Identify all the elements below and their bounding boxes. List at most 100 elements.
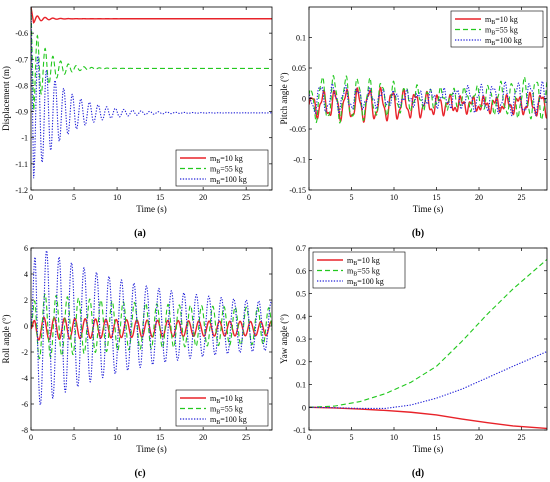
x-tick-label: 20 xyxy=(475,193,483,202)
y-tick-label: 0.4 xyxy=(296,312,306,321)
y-tick-label: -0.1 xyxy=(293,426,306,435)
y-tick-label: 0 xyxy=(302,95,306,104)
chart-panel-d: 0 5 10 15 20 25-0.100.10.20.30.40.50.60.7Time… xyxy=(279,244,548,479)
y-tick-label: -0.6 xyxy=(15,29,28,38)
x-tick-label: 5 xyxy=(350,433,354,442)
y-tick-label: -0.1 xyxy=(293,156,306,165)
y-tick-label: -0.15 xyxy=(289,186,306,195)
legend-entry-2: mB=55 kg xyxy=(210,405,243,416)
legend-entry-3: mB=100 kg xyxy=(210,175,247,186)
panel-caption: (a) xyxy=(134,228,146,239)
plot-frame xyxy=(30,247,273,431)
y-axis-label: Pitch angle (°) xyxy=(279,72,289,124)
series-line-3 xyxy=(309,351,547,409)
series-line-3 xyxy=(31,7,272,179)
y-tick-label: 4 xyxy=(24,270,28,279)
legend-entry-1: mB=10 kg xyxy=(210,394,243,405)
panel-caption: (d) xyxy=(412,468,424,479)
y-tick-label: 2 xyxy=(24,296,28,305)
y-tick-label: -0.7 xyxy=(15,55,28,64)
series-line-3 xyxy=(309,80,547,117)
x-tick-label: 20 xyxy=(475,433,483,442)
y-tick-label: -6 xyxy=(21,400,28,409)
y-tick-label: -1 xyxy=(21,134,28,143)
legend-entry-1: mB=10 kg xyxy=(210,154,243,165)
x-tick-label: 15 xyxy=(433,433,441,442)
y-tick-label: -1.2 xyxy=(15,186,28,195)
y-axis-label: Displacement (m) xyxy=(1,66,11,131)
series-line-2 xyxy=(31,7,272,111)
chart-panel-c: 0 5 10 15 20 25 -8 -6 -4 -2 0 2 4 6 Time (s) Roll angle… xyxy=(1,244,273,479)
x-tick-label: 15 xyxy=(156,433,164,442)
x-tick-label: 15 xyxy=(433,193,441,202)
x-axis-label: Time (s) xyxy=(413,444,443,454)
x-tick-label: 10 xyxy=(113,193,121,202)
x-tick-label: 10 xyxy=(390,433,398,442)
x-tick-label: 20 xyxy=(199,193,207,202)
y-tick-label: 0 xyxy=(24,322,28,331)
legend-entry-3: mB=100 kg xyxy=(485,36,522,47)
x-tick-label: 5 xyxy=(72,433,76,442)
series-line-1 xyxy=(31,7,272,24)
x-tick-label: 5 xyxy=(72,193,76,202)
x-tick-label: 0 xyxy=(29,193,33,202)
x-tick-label: 15 xyxy=(156,193,164,202)
legend-entry-2: mB=55 kg xyxy=(210,165,243,176)
legend-entry-1: mB=10 kg xyxy=(347,256,380,267)
legend-entry-3: mB=100 kg xyxy=(210,415,247,426)
series-line-2 xyxy=(309,74,547,124)
legend-entry-2: mB=55 kg xyxy=(485,26,518,37)
x-tick-label: 20 xyxy=(199,433,207,442)
y-tick-label: 0.5 xyxy=(296,290,306,299)
x-axis-label: Time (s) xyxy=(136,204,166,214)
y-tick-label: 0.1 xyxy=(296,34,306,43)
series-line-2 xyxy=(309,258,547,408)
chart-panel-b: 0 5 10 15 20 25 -0.15 -0.1 -0.05 0 0.05 0.1 Time (s)… xyxy=(279,6,548,239)
x-axis-label: Time (s) xyxy=(413,204,443,214)
panel-caption: (c) xyxy=(134,468,145,479)
x-tick-label: 10 xyxy=(113,433,121,442)
y-tick-label: 0.05 xyxy=(292,64,306,73)
x-tick-label: 10 xyxy=(390,193,398,202)
legend-entry-3: mB=100 kg xyxy=(347,277,384,288)
y-tick-label: 0.1 xyxy=(296,381,306,390)
y-tick-label: -4 xyxy=(21,374,28,383)
series-line-3 xyxy=(31,250,272,406)
y-tick-label: 6 xyxy=(24,244,28,253)
x-tick-label: 5 xyxy=(350,193,354,202)
y-axis-label: Yaw angle (°) xyxy=(279,314,289,364)
legend-entry-2: mB=55 kg xyxy=(347,267,380,278)
x-tick-label: 25 xyxy=(242,193,250,202)
x-tick-label: 0 xyxy=(307,433,311,442)
y-axis-label: Roll angle (°) xyxy=(1,314,11,363)
y-tick-label: -1.1 xyxy=(15,160,28,169)
y-tick-label: 0.3 xyxy=(296,335,306,344)
series-line-1 xyxy=(309,406,547,430)
y-tick-label: -0.05 xyxy=(289,125,306,134)
panel-caption: (b) xyxy=(412,228,424,239)
y-tick-label: -8 xyxy=(21,426,28,435)
series-line-1 xyxy=(31,316,272,341)
y-tick-label: -0.9 xyxy=(15,108,28,117)
plot-frame xyxy=(30,6,273,191)
x-tick-label: 25 xyxy=(242,433,250,442)
y-tick-label: -2 xyxy=(21,348,28,357)
legend-entry-1: mB=10 kg xyxy=(485,15,518,26)
chart-panel-a: 0 5 10 15 20 25 -1.2 -1.1 -1 -0.9 -0.8 -0.7 -0.6 Time… xyxy=(1,6,273,239)
y-tick-label: 0.6 xyxy=(296,267,306,276)
x-tick-label: 0 xyxy=(29,433,33,442)
x-tick-label: 0 xyxy=(307,193,311,202)
y-tick-label: 0.2 xyxy=(296,358,306,367)
x-tick-label: 25 xyxy=(518,193,526,202)
y-tick-label: -0.8 xyxy=(15,81,28,90)
x-tick-label: 25 xyxy=(518,433,526,442)
y-tick-label: 0.7 xyxy=(296,244,306,253)
y-tick-label: 0 xyxy=(302,403,306,412)
series-line-2 xyxy=(31,293,272,360)
x-axis-label: Time (s) xyxy=(136,444,166,454)
